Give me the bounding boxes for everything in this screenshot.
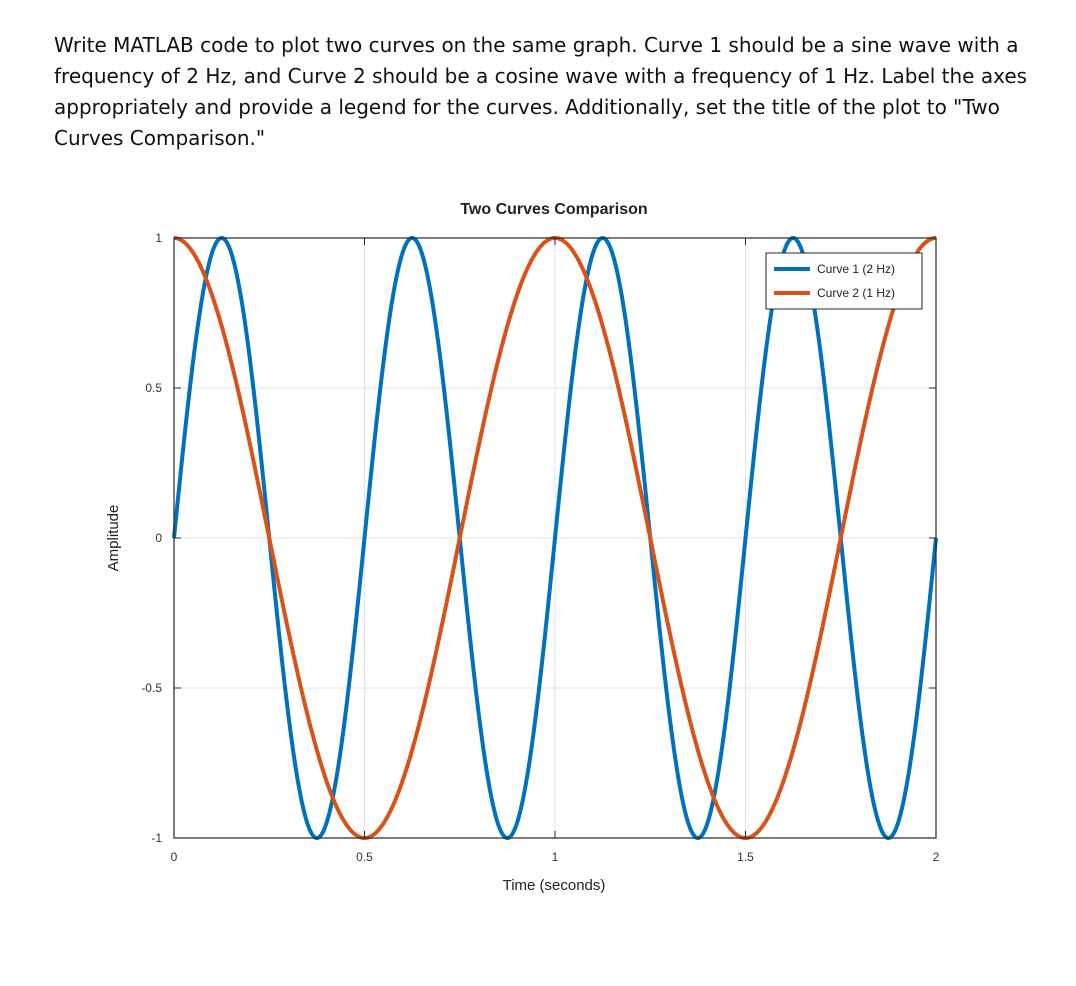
chart-title: Two Curves Comparison (460, 201, 647, 218)
y-tick-label: -1 (151, 831, 162, 845)
x-tick-label: 2 (933, 850, 940, 864)
y-tick-label: 1 (155, 231, 162, 245)
legend-label-1: Curve 1 (2 Hz) (817, 262, 895, 276)
x-tick-label: 1.5 (737, 850, 754, 864)
y-axis-label: Amplitude (105, 505, 122, 572)
question-text: Write MATLAB code to plot two curves on … (54, 33, 1028, 150)
x-tick-label: 0 (171, 850, 178, 864)
legend-label-2: Curve 2 (1 Hz) (817, 286, 895, 300)
y-tick-label: 0.5 (145, 381, 162, 395)
x-tick-label: 1 (552, 850, 559, 864)
ticks-group: 0 0.5 1 1.5 2 -1 -0.5 0 0.5 1 (141, 231, 939, 864)
x-axis-label: Time (seconds) (503, 877, 606, 894)
y-tick-label: -0.5 (141, 681, 162, 695)
x-tick-label: 0.5 (356, 850, 373, 864)
y-tick-label: 0 (155, 531, 162, 545)
legend-box (765, 252, 923, 310)
legend: Curve 1 (2 Hz) Curve 2 (1 Hz) (765, 252, 923, 310)
